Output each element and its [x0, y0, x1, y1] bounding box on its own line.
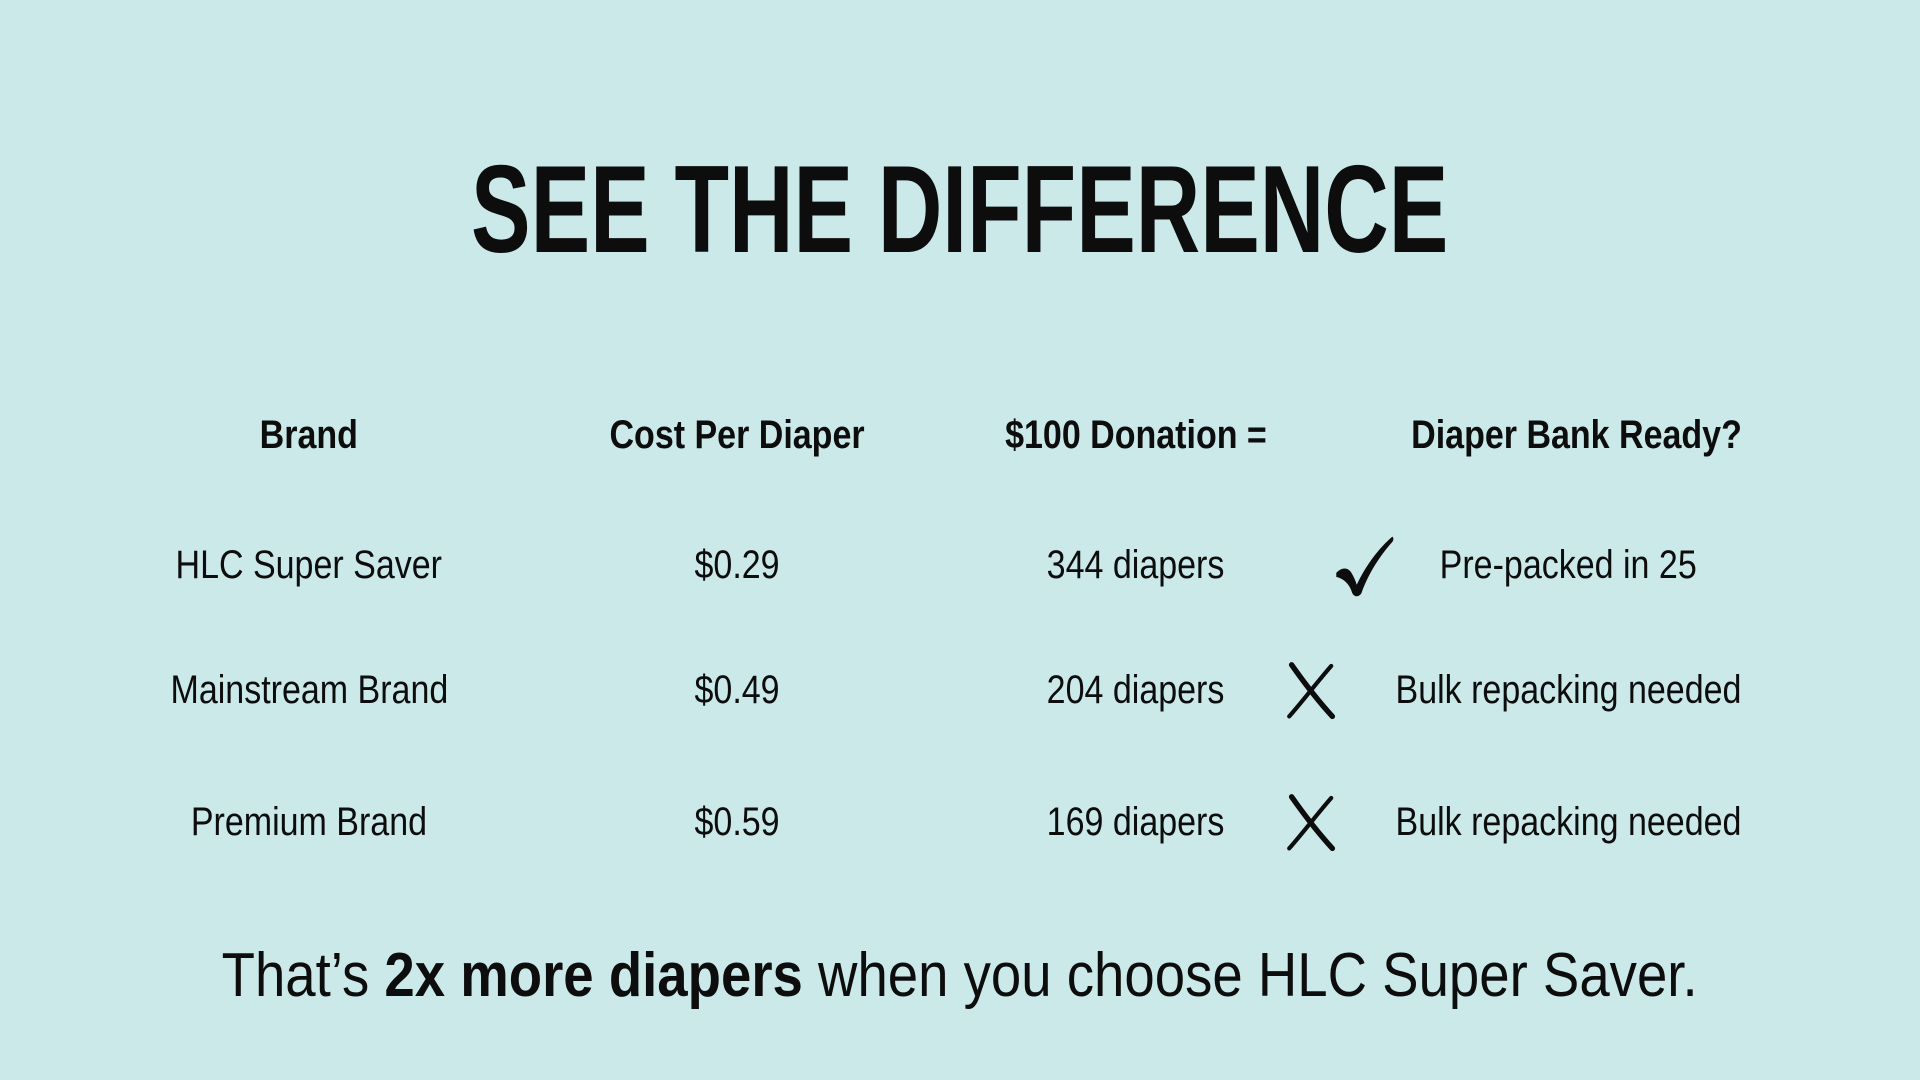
table-row: Mainstream Brand $0.49 204 diapers: [129, 640, 1867, 720]
cost-cell: $0.29: [489, 515, 985, 615]
brand-cell: Premium Brand: [129, 772, 489, 872]
donation-value: 169 diapers: [1047, 800, 1225, 844]
column-header-brand: Brand: [129, 398, 489, 472]
cost-value: $0.29: [694, 543, 780, 587]
cost-cell: $0.49: [489, 640, 985, 740]
takeaway-prefix: That’s: [222, 941, 385, 1010]
ready-cell: Bulk repacking needed: [1286, 772, 1867, 872]
cross-icon: [1279, 772, 1345, 872]
donation-value: 344 diapers: [1047, 543, 1225, 587]
takeaway-text: That’s 2x more diapers when you choose H…: [222, 941, 1698, 1010]
brand-value: Premium Brand: [190, 800, 428, 844]
ready-cell: Pre-packed in 25: [1287, 515, 1867, 615]
column-header-cost-label: Cost Per Diaper: [609, 413, 865, 457]
page-title: SEE THE DIFFERENCE: [0, 148, 1920, 272]
brand-cell: HLC Super Saver: [129, 515, 489, 615]
ready-cell: Bulk repacking needed: [1286, 640, 1867, 740]
column-header-brand-label: Brand: [259, 413, 359, 457]
brand-cell: Mainstream Brand: [129, 640, 489, 740]
column-header-cost-per-diaper: Cost Per Diaper: [489, 398, 985, 472]
table-row: HLC Super Saver $0.29 344 diapers: [129, 515, 1867, 597]
cost-cell: $0.59: [489, 772, 985, 872]
column-header-donation-label: $100 Donation =: [1005, 413, 1267, 457]
donation-cell: 204 diapers: [985, 640, 1287, 740]
ready-note: Pre-packed in 25: [1439, 543, 1697, 587]
takeaway-line: That’s 2x more diapers when you choose H…: [0, 941, 1920, 1010]
brand-value: HLC Super Saver: [175, 543, 443, 587]
brand-value: Mainstream Brand: [170, 668, 448, 712]
donation-cell: 169 diapers: [985, 772, 1287, 872]
page-title-text: SEE THE DIFFERENCE: [471, 141, 1449, 279]
ready-note: Bulk repacking needed: [1395, 800, 1741, 844]
checkmark-icon: [1331, 515, 1397, 615]
table-header-row: Brand Cost Per Diaper $100 Donation = Di…: [129, 398, 1867, 472]
ready-note: Bulk repacking needed: [1395, 668, 1741, 712]
cross-icon: [1279, 640, 1345, 740]
takeaway-suffix: when you choose HLC Super Saver.: [803, 941, 1698, 1010]
donation-cell: 344 diapers: [985, 515, 1287, 615]
donation-value: 204 diapers: [1047, 668, 1225, 712]
cost-value: $0.49: [694, 668, 780, 712]
table-row: Premium Brand $0.59 169 diapers B: [129, 772, 1867, 852]
column-header-diaper-bank-ready: Diaper Bank Ready?: [1287, 398, 1867, 472]
takeaway-highlight: 2x more diapers: [384, 941, 804, 1010]
cost-value: $0.59: [694, 800, 780, 844]
column-header-ready-label: Diaper Bank Ready?: [1411, 413, 1743, 457]
column-header-donation: $100 Donation =: [985, 398, 1287, 472]
